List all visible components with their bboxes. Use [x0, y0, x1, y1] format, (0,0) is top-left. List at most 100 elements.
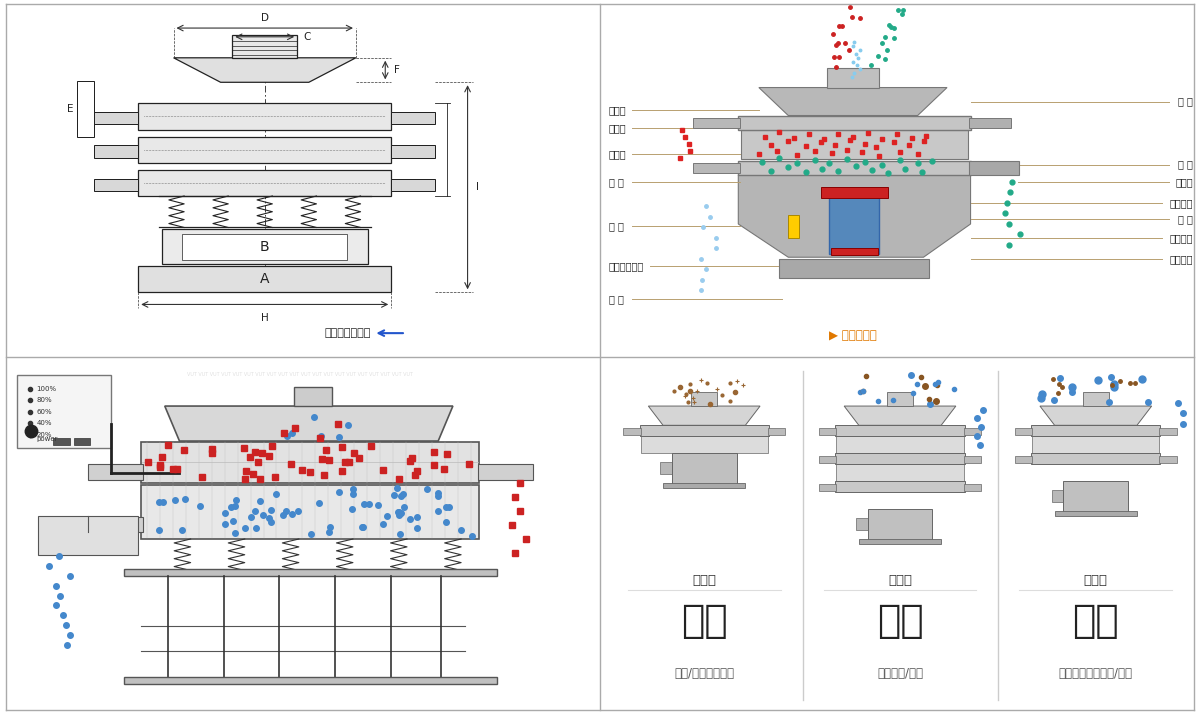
Bar: [89, 464, 143, 480]
Bar: [77, 81, 95, 136]
Bar: [859, 539, 941, 544]
Bar: [1015, 428, 1032, 435]
Polygon shape: [164, 406, 452, 441]
Bar: [964, 428, 982, 435]
Text: 振动电机: 振动电机: [1169, 233, 1193, 243]
Bar: [182, 234, 347, 260]
Polygon shape: [738, 175, 971, 257]
Text: 机 座: 机 座: [608, 294, 624, 304]
Bar: [1055, 511, 1136, 516]
Text: H: H: [260, 313, 269, 323]
Bar: [964, 456, 982, 463]
Bar: [887, 392, 913, 406]
Bar: [679, 458, 728, 483]
Bar: [623, 428, 641, 435]
Bar: [640, 426, 769, 436]
Bar: [1051, 490, 1063, 502]
Bar: [138, 170, 391, 196]
Text: 40%: 40%: [36, 421, 52, 426]
Bar: [868, 509, 932, 540]
Text: 上部重锤: 上部重锤: [1169, 198, 1193, 208]
Bar: [142, 442, 479, 483]
Text: I: I: [476, 182, 480, 192]
Bar: [970, 161, 1019, 175]
Polygon shape: [648, 406, 760, 426]
Text: 防尘盖: 防尘盖: [608, 123, 626, 133]
Text: 束 环: 束 环: [608, 177, 624, 187]
Bar: [835, 426, 965, 436]
Bar: [95, 178, 138, 191]
Bar: [1063, 481, 1128, 513]
Bar: [788, 215, 799, 238]
Bar: [138, 104, 391, 129]
Bar: [1032, 436, 1159, 453]
Bar: [964, 484, 982, 491]
Bar: [124, 677, 497, 684]
Text: 网 架: 网 架: [1178, 159, 1193, 169]
Bar: [664, 483, 745, 488]
Bar: [836, 465, 964, 481]
Bar: [660, 462, 672, 474]
Text: 下部重锤: 下部重锤: [1169, 254, 1193, 264]
Text: 去除液体中的颗粒/异物: 去除液体中的颗粒/异物: [1058, 667, 1133, 680]
Text: 颗粒/粉末准确分级: 颗粒/粉末准确分级: [674, 667, 734, 680]
Bar: [835, 481, 965, 493]
Text: A: A: [260, 272, 270, 286]
Text: 过滤: 过滤: [877, 602, 923, 640]
Polygon shape: [174, 58, 356, 82]
Bar: [124, 569, 497, 575]
Bar: [694, 118, 740, 128]
Polygon shape: [844, 406, 956, 426]
Bar: [738, 161, 971, 175]
Bar: [818, 484, 836, 491]
Bar: [691, 392, 718, 406]
Bar: [391, 145, 436, 158]
Bar: [768, 428, 785, 435]
Bar: [73, 438, 90, 445]
Text: 双层式: 双层式: [1084, 575, 1108, 588]
Text: 筛 盘: 筛 盘: [1178, 213, 1193, 223]
Bar: [856, 518, 868, 531]
Bar: [738, 116, 971, 129]
Bar: [818, 428, 836, 435]
Bar: [89, 517, 143, 532]
Bar: [95, 145, 138, 158]
Bar: [829, 193, 880, 253]
Text: 加重块: 加重块: [1175, 177, 1193, 187]
Text: 进料口: 进料口: [608, 105, 626, 115]
Bar: [875, 515, 925, 539]
Polygon shape: [758, 88, 947, 116]
Bar: [391, 178, 436, 191]
Bar: [478, 464, 533, 480]
Bar: [138, 136, 391, 163]
Text: 60%: 60%: [36, 408, 53, 415]
Text: 外形尺式示意图: 外形尺式示意图: [324, 328, 371, 338]
Bar: [162, 229, 367, 264]
Text: B: B: [260, 240, 270, 253]
Text: 100%: 100%: [36, 386, 56, 391]
Bar: [294, 387, 332, 406]
Text: F: F: [394, 65, 400, 75]
Bar: [233, 35, 298, 58]
Text: 除杂: 除杂: [1073, 602, 1120, 640]
Text: C: C: [302, 32, 311, 42]
Bar: [1082, 392, 1109, 406]
Polygon shape: [1040, 406, 1152, 426]
Text: 20%: 20%: [36, 432, 52, 438]
Bar: [138, 266, 391, 292]
Text: 单层式: 单层式: [692, 575, 716, 588]
Text: 分级: 分级: [680, 602, 727, 640]
Text: 80%: 80%: [36, 397, 53, 403]
Bar: [821, 187, 888, 198]
Text: 运输固定螺栓: 运输固定螺栓: [608, 261, 644, 271]
Bar: [1072, 486, 1121, 511]
Bar: [391, 112, 436, 124]
Bar: [832, 248, 878, 256]
Bar: [1015, 456, 1032, 463]
Bar: [1159, 456, 1177, 463]
Text: VUT VUT VUT VUT VUT VUT VUT VUT VUT VUT VUT VUT VUT VUT VUT VUT VUT VUT VUT VUT: VUT VUT VUT VUT VUT VUT VUT VUT VUT VUT …: [187, 372, 413, 377]
Bar: [95, 112, 138, 124]
Text: ▶ 结构示意图: ▶ 结构示意图: [829, 329, 877, 343]
Text: power: power: [36, 436, 58, 442]
Text: 筛 网: 筛 网: [1178, 96, 1193, 106]
